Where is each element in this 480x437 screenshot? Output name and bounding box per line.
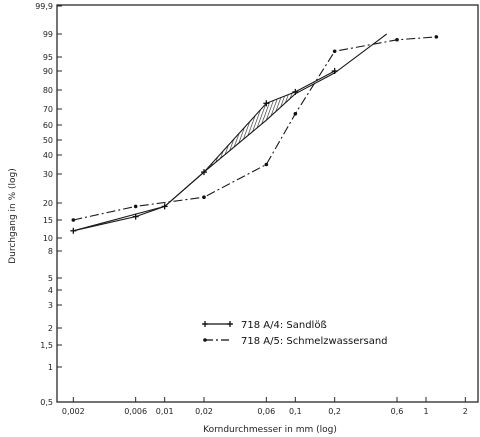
y-tick-label: 30 — [43, 170, 53, 179]
y-tick-label: 80 — [43, 86, 53, 95]
y-tick-label: 99,9 — [35, 2, 53, 11]
x-axis-label: Korndurchmesser in mm (log) — [203, 425, 337, 435]
sandloess-point — [70, 227, 77, 234]
y-tick-label: 50 — [43, 136, 53, 145]
schmelzwassersand-point — [434, 35, 439, 39]
y-tick-label: 8 — [48, 247, 53, 256]
schmelzwassersand-point — [71, 218, 76, 222]
y-tick-label: 15 — [43, 216, 53, 225]
schmelzwassersand-point — [293, 112, 298, 116]
schmelzwassersand-point — [202, 195, 206, 199]
x-tick-label: 0,006 — [124, 407, 147, 416]
y-tick-label: 1,5 — [40, 341, 53, 350]
legend: 718 A/4: Sandlöß 718 A/5: Schmelzwassersa… — [202, 320, 388, 347]
legend-entry: 718 A/4: Sandlöß — [202, 320, 327, 331]
schmelzwassersand-point — [264, 162, 269, 167]
sandloess-point — [292, 88, 299, 95]
y-tick-label: 20 — [43, 199, 53, 208]
legend-entry: 718 A/5: Schmelzwassersand — [203, 336, 388, 347]
legend-label: 718 A/5: Schmelzwassersand — [241, 336, 388, 347]
x-tick-label: 0,1 — [289, 407, 302, 416]
schmelzwassersand-point — [395, 37, 399, 42]
y-axis-label: Durchgang in % (log) — [8, 168, 18, 264]
y-tick-label: 2 — [48, 324, 53, 333]
series-sandloess-line — [73, 70, 335, 232]
sandloess-point — [161, 203, 168, 210]
y-tick-label: 1 — [48, 363, 53, 372]
x-tick-label: 0,002 — [62, 407, 85, 416]
y-tick-label: 5 — [48, 274, 53, 283]
x-tick-label: 0,02 — [195, 407, 213, 416]
sandloess-point — [331, 68, 338, 74]
y-tick-label: 99 — [43, 30, 53, 39]
y-tick-label: 70 — [43, 105, 53, 114]
y-tick-label: 60 — [43, 121, 53, 130]
sandloess-point — [132, 213, 139, 220]
y-tick-label: 4 — [48, 286, 53, 295]
hatched-area — [204, 91, 296, 173]
y-tick-label: 10 — [43, 234, 53, 243]
y-tick-label: 90 — [43, 67, 53, 76]
y-tick-label: 40 — [43, 151, 53, 160]
series-schmelzwassersand-line — [73, 36, 437, 221]
fit-line — [73, 33, 388, 232]
y-tick-label: 0,5 — [40, 398, 53, 407]
x-tick-label: 0,6 — [391, 407, 404, 416]
y-tick-label: 95 — [43, 53, 53, 62]
schmelzwassersand-point — [332, 49, 337, 54]
sandloess-point — [200, 169, 207, 176]
x-tick-label: 0,01 — [156, 407, 174, 416]
x-tick-label: 0,06 — [257, 407, 275, 416]
x-tick-label: 0,2 — [328, 407, 341, 416]
y-tick-label: 3 — [48, 301, 53, 310]
x-tick-label: 2 — [463, 407, 468, 416]
legend-label: 718 A/4: Sandlöß — [241, 320, 327, 331]
sandloess-point — [263, 100, 270, 107]
schmelzwassersand-point — [133, 204, 138, 209]
x-tick-label: 1 — [423, 407, 428, 416]
